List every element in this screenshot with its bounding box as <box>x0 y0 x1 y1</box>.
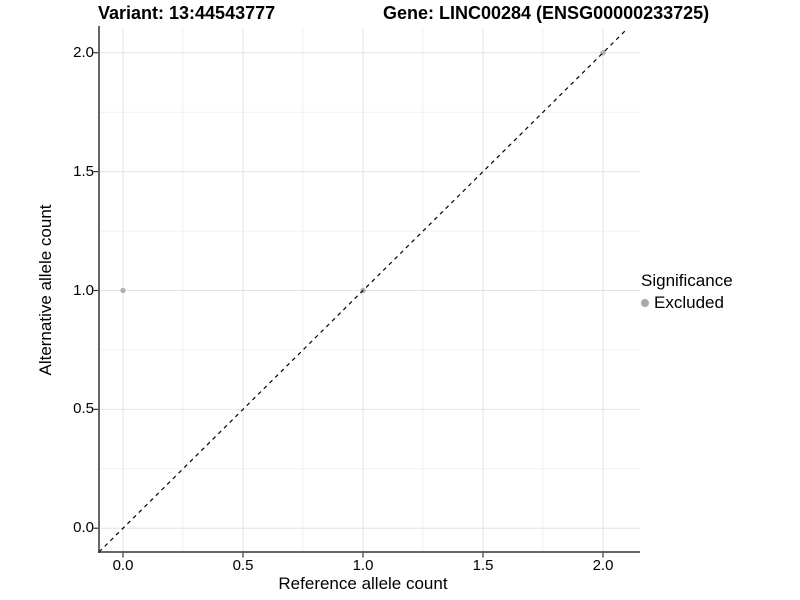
legend-title: Significance <box>641 271 733 290</box>
excluded-point-icon <box>641 299 649 307</box>
y-axis-title: Alternative allele count <box>36 204 55 376</box>
identity-reference-line <box>98 28 628 553</box>
gene-title: Gene: LINC00284 (ENSG00000233725) <box>383 3 710 23</box>
variant-title: Variant: 13:44543777 <box>98 3 276 23</box>
legend-item-excluded: Excluded <box>641 293 733 313</box>
data-point <box>120 287 126 294</box>
legend-item-label: Excluded <box>654 293 724 312</box>
x-axis-title: Reference allele count <box>278 574 448 593</box>
legend: Significance Excluded <box>641 271 733 313</box>
